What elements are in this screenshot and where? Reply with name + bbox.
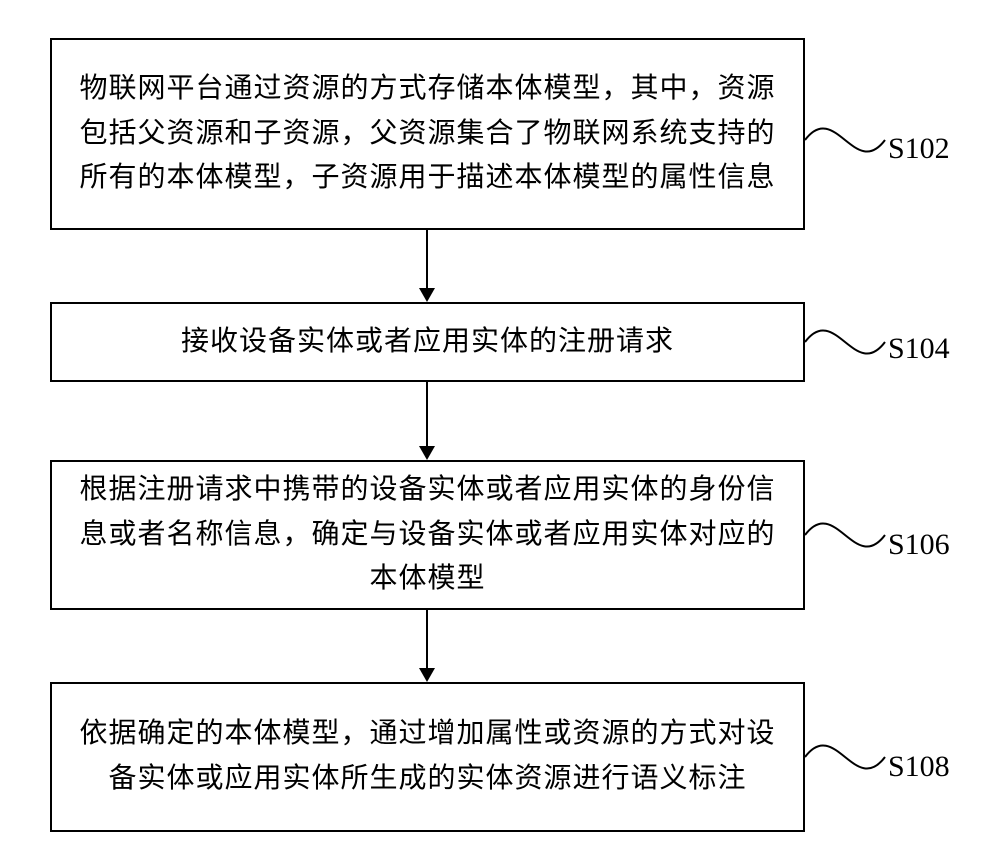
arrow-2 xyxy=(0,0,1000,862)
flowchart-container: 物联网平台通过资源的方式存储本体模型，其中，资源包括父资源和子资源，父资源集合了… xyxy=(0,0,1000,862)
